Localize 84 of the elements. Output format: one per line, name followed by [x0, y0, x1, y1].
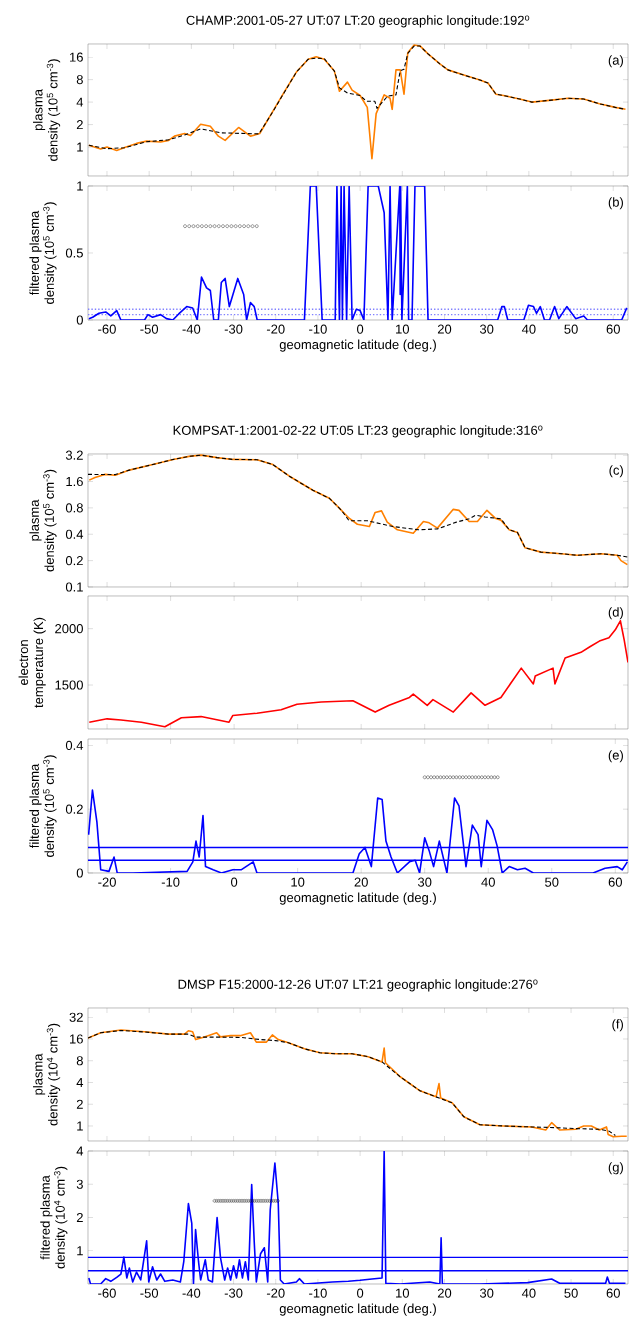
- annotation: (g): [608, 1162, 623, 1175]
- y-tick-label: 1: [77, 142, 83, 152]
- x-tick-label: -60: [98, 324, 116, 334]
- x-tick-label: -50: [140, 1288, 159, 1298]
- x-tick-label: -50: [140, 324, 159, 334]
- x-tick-label: -10: [161, 877, 180, 887]
- y-tick-label: 2: [76, 1099, 83, 1109]
- x-tick-label: 20: [354, 877, 368, 887]
- y-tick-label: 16: [69, 1034, 83, 1044]
- y-tick-label: 1: [77, 181, 83, 191]
- y-tick-label: 0.8: [65, 503, 83, 513]
- line-series: [88, 619, 628, 728]
- y-tick-label: 32: [69, 1012, 83, 1022]
- x-tick-label: 10: [396, 1288, 410, 1298]
- x-tick-label: 0: [357, 324, 364, 334]
- y-tick-label: 2: [76, 120, 83, 130]
- x-tick-label: -20: [266, 324, 285, 334]
- chart-title: KOMPSAT-1:2001-02-22 UT:05 LT:23 geographic longitude:316$^{o}$: [173, 425, 543, 438]
- y-tick-label: 1: [77, 1246, 83, 1256]
- x-tick-label: -10: [309, 1288, 327, 1298]
- x-tick-label: 10: [291, 877, 305, 887]
- y-tick-label: 0.1: [65, 582, 83, 592]
- x-tick-label: 50: [564, 1288, 578, 1298]
- annotation: (f): [612, 1019, 623, 1032]
- y-axis-title: electron temperature (K): [18, 617, 46, 708]
- y-tick-label: 0.2: [65, 804, 83, 814]
- y-tick-label: 2000: [55, 624, 83, 634]
- y-tick-label: 4: [76, 97, 84, 107]
- x-tick-label: 40: [481, 877, 495, 887]
- y-tick-label: 2: [76, 1212, 83, 1223]
- x-tick-label: 20: [437, 324, 452, 334]
- x-tick-label: -30: [224, 324, 243, 334]
- y-axis-title: plasma density (10$^{5}$ cm$^{-3}$): [33, 59, 61, 161]
- x-tick-label: 60: [606, 324, 620, 334]
- x-tick-label: 10: [396, 324, 410, 334]
- x-tick-label: -20: [266, 1288, 285, 1298]
- y-tick-label: 1.6: [66, 476, 83, 487]
- x-tick-label: -40: [182, 324, 201, 334]
- y-tick-label: 8: [76, 75, 83, 85]
- chart-title: DMSP F15:2000-12-26 UT:07 LT:21 geographic longitude:276$^{o}$: [178, 979, 538, 992]
- y-tick-label: 3: [76, 1179, 83, 1189]
- x-tick-label: 30: [479, 1288, 494, 1298]
- y-tick-label: 0: [76, 315, 83, 325]
- y-axis-title: plasma density (10$^{5}$ cm$^{-3}$): [29, 469, 57, 572]
- y-tick-label: 0.4: [65, 529, 84, 539]
- y-tick-label: 0: [76, 868, 83, 878]
- x-axis-title: geomagnetic latitude (deg.): [279, 1303, 436, 1316]
- x-tick-label: -10: [309, 324, 327, 334]
- line-series: [88, 1150, 627, 1284]
- annotation: (a): [608, 55, 623, 68]
- y-axis-title: plasma density (10$^{4}$ cm$^{-3}$): [33, 1023, 61, 1126]
- x-tick-label: 50: [545, 877, 559, 887]
- x-tick-label: 50: [564, 324, 578, 334]
- annotation: (e): [608, 750, 623, 763]
- y-tick-label: 16: [69, 52, 83, 62]
- x-tick-label: 0: [231, 877, 238, 887]
- x-tick-label: 0: [357, 1288, 364, 1298]
- x-tick-label: 60: [608, 877, 622, 887]
- y-tick-label: 0.5: [65, 248, 83, 258]
- x-tick-label: 60: [606, 1288, 620, 1298]
- x-tick-label: -40: [182, 1288, 201, 1298]
- x-tick-label: 30: [417, 877, 432, 887]
- y-tick-label: 4: [76, 1146, 84, 1156]
- y-tick-label: 4: [76, 1078, 84, 1087]
- y-tick-label: 1500: [55, 680, 83, 690]
- x-axis-title: geomagnetic latitude (deg.): [279, 892, 436, 905]
- y-tick-label: 0.4: [65, 740, 84, 750]
- x-tick-label: -60: [98, 1288, 116, 1298]
- x-axis-title: geomagnetic latitude (deg.): [279, 339, 436, 352]
- x-tick-label: -30: [224, 1288, 243, 1298]
- y-tick-label: 1: [77, 1121, 83, 1131]
- chart-title: CHAMP:2001-05-27 UT:07 LT:20 geographic longitude:192$^{o}$: [186, 15, 530, 28]
- annotation: (b): [608, 197, 623, 210]
- annotation: (c): [609, 465, 623, 478]
- y-tick-label: 8: [76, 1056, 83, 1066]
- x-tick-label: 30: [479, 324, 494, 334]
- x-tick-label: 40: [521, 1288, 536, 1298]
- x-tick-label: -20: [98, 877, 116, 887]
- y-tick-label: 3.2: [65, 450, 83, 460]
- line-series: [88, 185, 628, 320]
- x-tick-label: 40: [521, 324, 536, 334]
- annotation: (d): [608, 607, 623, 620]
- x-tick-label: 20: [437, 1288, 452, 1298]
- y-tick-label: 0.2: [65, 556, 83, 566]
